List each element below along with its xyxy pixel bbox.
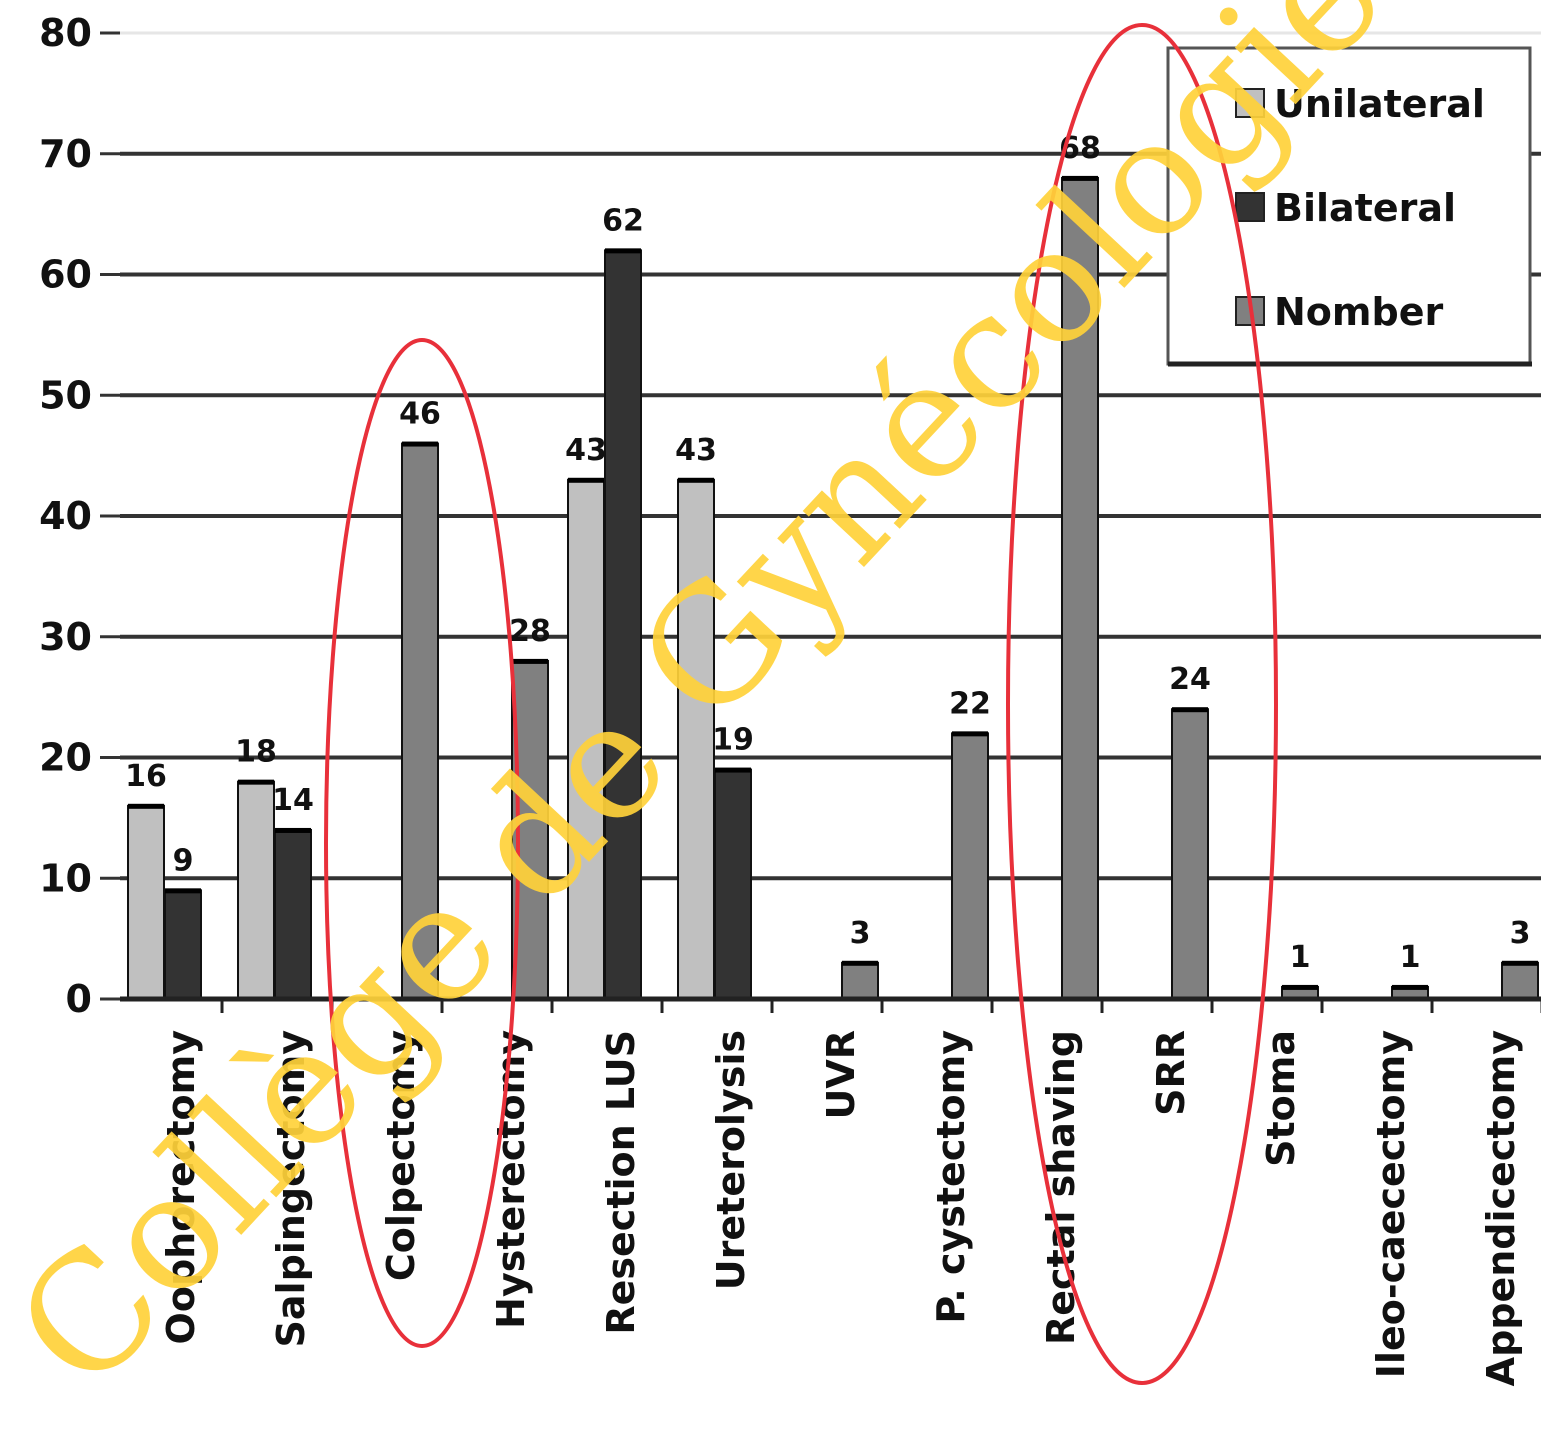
- x-tick-label-6: UVR: [819, 1030, 863, 1120]
- x-tick-label-7: P. cystectomy: [929, 1030, 973, 1324]
- y-tick-label-40: 40: [39, 494, 92, 538]
- bar-nomber-2: [401, 442, 439, 1000]
- x-tick-label-0: Oophorectomy: [159, 1030, 203, 1345]
- bar-nomber-12: [1501, 961, 1539, 1001]
- data-label-unilateral-5: 43: [675, 433, 717, 468]
- x-tick-label-1: Salpingectomy: [269, 1030, 313, 1348]
- bar-cap-unilateral-5: [678, 477, 714, 483]
- y-tick-label-70: 70: [39, 132, 92, 176]
- data-label-bilateral-4: 62: [602, 203, 644, 238]
- data-label-unilateral-0: 16: [125, 759, 167, 794]
- bar-cap-nomber-7: [952, 731, 988, 737]
- data-label-bilateral-0: 9: [173, 843, 194, 878]
- legend-label-bilateral: Bilateral: [1274, 186, 1456, 230]
- bar-cap-unilateral-0: [128, 803, 164, 809]
- y-tick-label-80: 80: [39, 11, 92, 55]
- legend-label-nomber: Nomber: [1274, 290, 1443, 334]
- data-label-nomber-6: 3: [850, 916, 871, 951]
- bar-bilateral-5: [714, 768, 752, 1001]
- legend-label-unilateral: Unilateral: [1274, 82, 1485, 126]
- y-tick-label-0: 0: [66, 977, 92, 1021]
- bar-cap-nomber-9: [1172, 707, 1208, 713]
- data-label-bilateral-1: 14: [272, 783, 314, 818]
- bar-cap-nomber-6: [842, 960, 878, 966]
- bar-cap-nomber-2: [402, 441, 438, 447]
- x-tick-label-11: Ileo-caecectomy: [1369, 1030, 1413, 1378]
- y-tick-label-30: 30: [39, 615, 92, 659]
- data-label-nomber-2: 46: [399, 397, 441, 432]
- bar-unilateral-4: [567, 478, 605, 1000]
- bar-cap-bilateral-4: [605, 248, 641, 254]
- data-label-nomber-7: 22: [949, 686, 991, 721]
- bar-cap-nomber-11: [1392, 984, 1428, 990]
- x-tick-label-4: Resection LUS: [599, 1030, 643, 1335]
- x-tick-label-2: Colpectomy: [379, 1030, 423, 1281]
- data-label-unilateral-4: 43: [565, 433, 607, 468]
- data-label-nomber-11: 1: [1400, 940, 1421, 975]
- bar-cap-nomber-8: [1062, 175, 1098, 181]
- bar-cap-bilateral-0: [165, 888, 201, 894]
- annotation-ellipse-colpectomy: [324, 338, 520, 1348]
- x-tick-label-5: Ureterolysis: [709, 1030, 753, 1290]
- annotation-ellipse-rectal: [1006, 23, 1278, 1385]
- x-tick-label-12: Appendicectomy: [1479, 1030, 1523, 1387]
- y-tick-label-10: 10: [39, 856, 92, 900]
- y-tick-label-20: 20: [39, 736, 92, 780]
- bar-cap-nomber-3: [512, 658, 548, 664]
- bar-cap-nomber-12: [1502, 960, 1538, 966]
- bar-cap-bilateral-1: [275, 827, 311, 833]
- y-tick-label-50: 50: [39, 373, 92, 417]
- bar-nomber-9: [1171, 708, 1209, 1000]
- y-tick-label-60: 60: [39, 253, 92, 297]
- data-label-nomber-9: 24: [1169, 662, 1211, 697]
- data-label-unilateral-1: 18: [235, 735, 277, 770]
- bar-cap-unilateral-4: [568, 477, 604, 483]
- data-label-bilateral-5: 19: [712, 723, 754, 758]
- x-tick-label-9: SRR: [1149, 1030, 1193, 1116]
- bar-cap-bilateral-5: [715, 767, 751, 773]
- data-label-nomber-12: 3: [1510, 916, 1531, 951]
- x-tick-label-10: Stoma: [1259, 1030, 1303, 1167]
- legend-swatch-unilateral: [1235, 88, 1265, 118]
- bar-unilateral-0: [127, 804, 165, 1000]
- bar-nomber-7: [951, 732, 989, 1000]
- bar-unilateral-5: [677, 478, 715, 1000]
- bar-bilateral-1: [274, 828, 312, 1001]
- data-label-nomber-3: 28: [509, 614, 551, 649]
- x-tick-label-3: Hysterectomy: [489, 1030, 533, 1329]
- bar-nomber-6: [841, 961, 879, 1001]
- bar-unilateral-1: [237, 780, 275, 1001]
- bar-cap-unilateral-1: [238, 779, 274, 785]
- legend-swatch-bilateral: [1235, 192, 1265, 222]
- legend-box: [1166, 46, 1532, 366]
- bar-bilateral-0: [164, 889, 202, 1001]
- data-label-nomber-10: 1: [1290, 940, 1311, 975]
- bar-cap-nomber-10: [1282, 984, 1318, 990]
